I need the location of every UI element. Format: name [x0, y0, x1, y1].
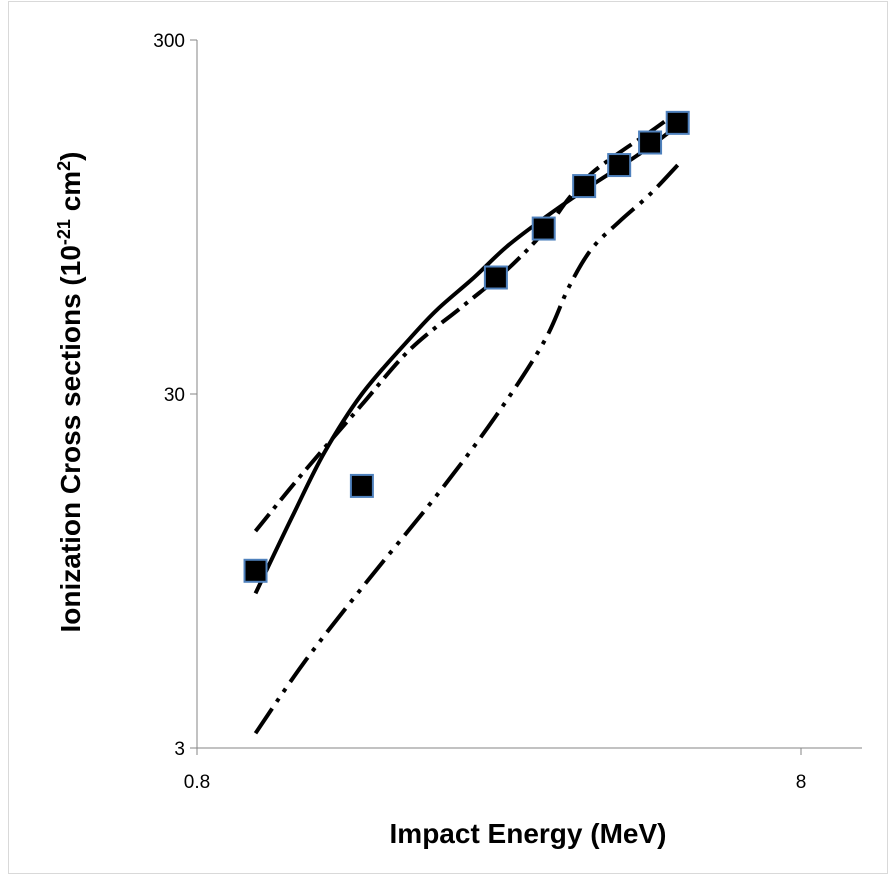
ticks-layer: 3 30 300 0.8 8 [153, 31, 806, 793]
series-lines-layer [253, 110, 680, 735]
y-axis-title-prefix: Ionization Cross sections (10 [55, 245, 86, 632]
x-tick-label: 0.8 [184, 772, 210, 793]
series-line-solid [253, 123, 679, 595]
y-tick-label: 300 [153, 31, 185, 52]
y-axis-title-middle: cm [55, 171, 86, 219]
x-tick-label: 8 [796, 772, 807, 793]
data-point-marker [483, 265, 508, 290]
chart-area [8, 1, 888, 874]
y-axis-title-exponent: -21 [54, 219, 74, 245]
series-line-dash-dot [253, 110, 679, 533]
data-point-marker [243, 558, 268, 583]
x-axis-title: Impact Energy (MeV) [390, 818, 667, 849]
data-point-marker [531, 216, 556, 241]
series-line-dash-dot-dot [253, 163, 680, 735]
y-axis-title-exponent2: 2 [54, 161, 74, 171]
y-axis-title: Ionization Cross sections (10-21 cm2) [54, 151, 86, 632]
y-tick-label: 30 [164, 385, 185, 406]
y-tick-label: 3 [174, 739, 185, 760]
data-point-marker [572, 174, 597, 199]
y-axis-title-suffix: ) [55, 151, 86, 160]
data-point-marker [665, 110, 690, 135]
data-point-marker [638, 130, 663, 155]
markers-layer [243, 110, 690, 583]
data-point-marker [349, 473, 374, 498]
data-point-marker [607, 153, 632, 178]
